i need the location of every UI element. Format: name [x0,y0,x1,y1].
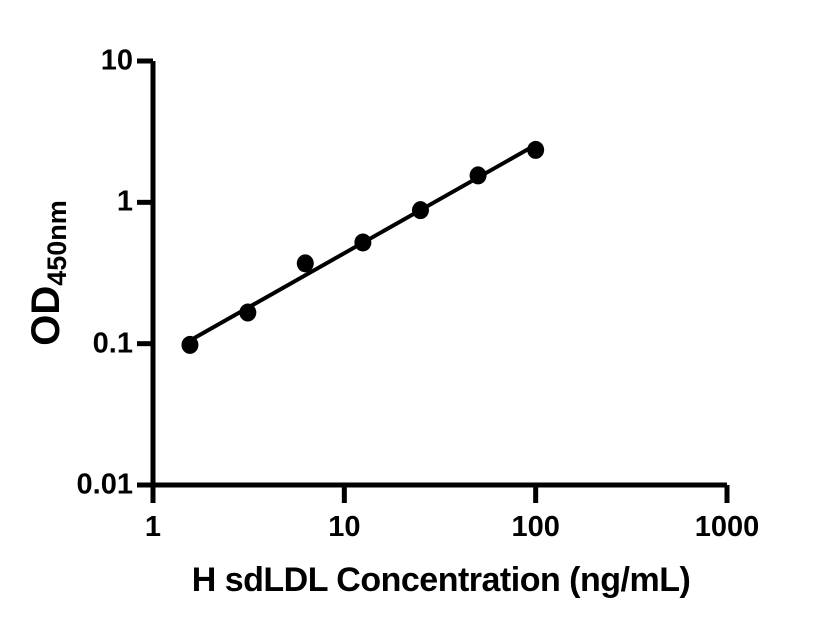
x-tick-label: 1000 [694,511,760,543]
x-tick-label: 10 [328,511,361,543]
y-tick-label: 1 [116,185,133,218]
y-tick-label: 0.1 [92,327,133,360]
y-tick-label: 10 [100,44,133,77]
data-point [239,303,257,322]
y-axis-title: OD450nm [24,200,72,346]
y-tick-label: 0.01 [76,468,133,501]
x-axis-title: H sdLDL Concentration (ng/mL) [191,561,691,599]
axes [150,61,727,488]
data-point [469,166,487,185]
x-tick-label: 100 [511,511,560,543]
data-point [181,335,199,354]
y-axis-title-subscript: 450nm [42,200,72,286]
data-point [527,140,545,159]
data-point [411,201,429,220]
data-point [354,233,372,252]
x-tick-label: 1 [144,511,162,543]
y-axis-title-main: OD [24,285,68,346]
data-point [296,254,314,273]
